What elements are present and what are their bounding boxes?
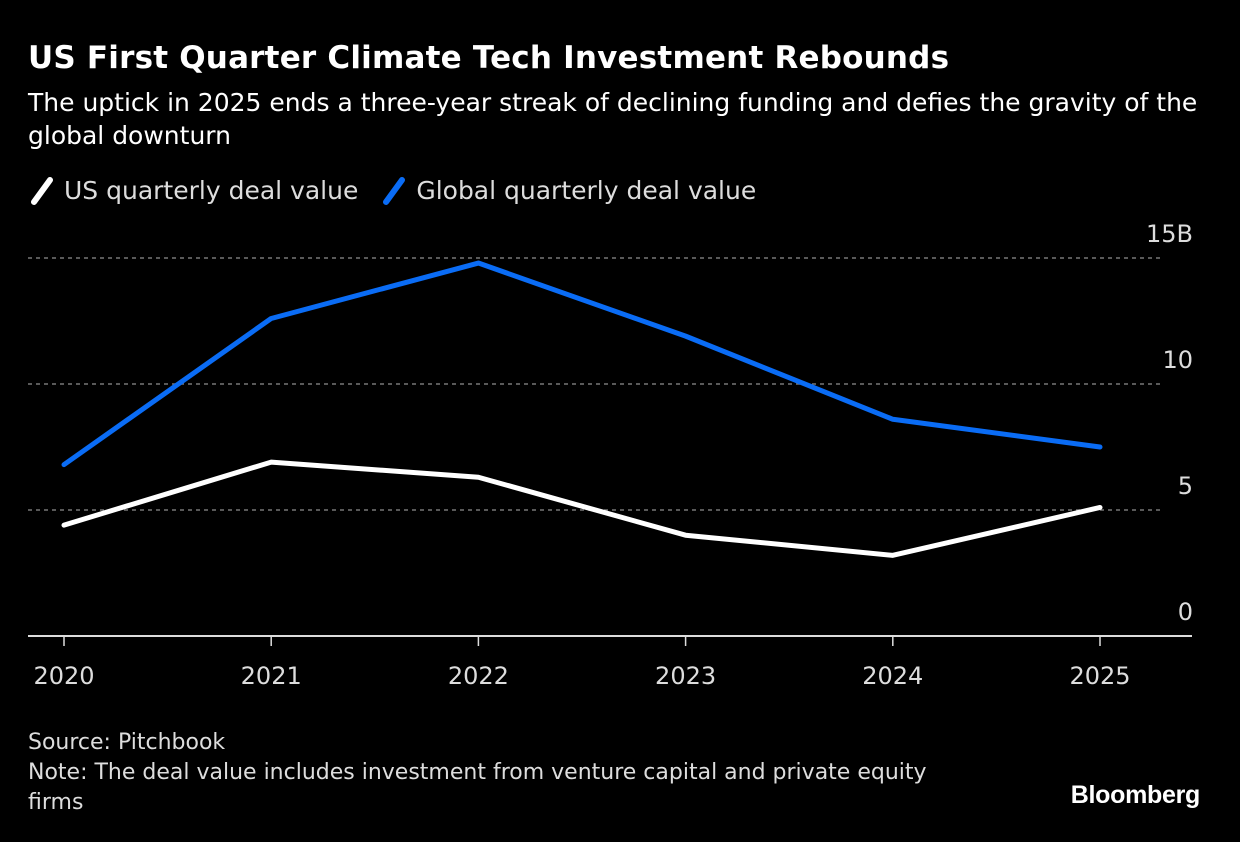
y-tick-label: 15B [1146,220,1193,248]
legend-label-global: Global quarterly deal value [416,175,757,205]
x-tick-label: 2020 [33,662,94,690]
note-text: Note: The deal value includes investment… [28,760,927,815]
x-tick-label: 2024 [862,662,923,690]
series-line-global-quarterly-deal-value [61,260,1103,468]
y-axis-ticks: 0 5 10 15B [1146,220,1193,626]
series-lines [61,260,1103,558]
legend-label-us: US quarterly deal value [64,175,359,205]
x-axis: 2020 2021 2022 2023 2024 2025 [28,635,1192,690]
source-text: Source: Pitchbook [28,730,226,755]
legend-item-us: US quarterly deal value [28,174,358,206]
chart-subtitle: The uptick in 2025 ends a three-year str… [28,88,1198,150]
x-tick-label: 2021 [241,662,302,690]
legend-item-global: Global quarterly deal value [380,174,756,206]
legend-swatch-us-icon [31,177,53,205]
footer: Source: Pitchbook Note: The deal value i… [28,728,988,818]
series-line-us-quarterly-deal-value [61,459,1103,558]
y-tick-label: 10 [1162,346,1193,374]
chart-title: US First Quarter Climate Tech Investment… [28,40,950,76]
gridlines [28,257,1164,511]
x-tick-label: 2022 [448,662,509,690]
legend: US quarterly deal value Global quarterly… [28,174,778,206]
x-tick-label: 2023 [655,662,716,690]
x-tick-label: 2025 [1069,662,1130,690]
bloomberg-logo: Bloomberg [1070,781,1201,809]
y-tick-label: 5 [1178,472,1193,500]
legend-swatch-global-icon [383,177,406,205]
y-tick-label: 0 [1178,598,1193,626]
